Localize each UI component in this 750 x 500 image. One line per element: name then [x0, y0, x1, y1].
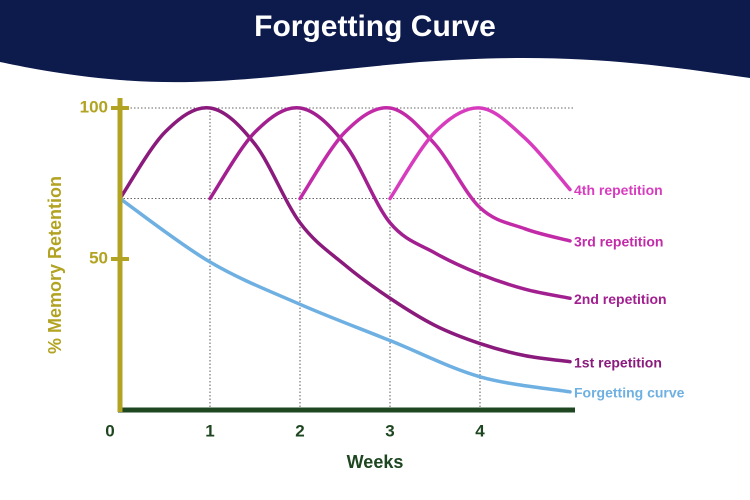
x-axis-title: Weeks	[347, 452, 404, 472]
header-band	[0, 0, 750, 83]
series-label: 4th repetition	[574, 182, 663, 198]
x-tick-label: 2	[295, 421, 304, 440]
line-series	[208, 106, 572, 301]
plot-area: 0 1 2 3 4 Forgetting curve 1st repetition 2nd r…	[80, 97, 685, 440]
line-series	[388, 106, 572, 201]
line-series	[118, 196, 572, 394]
line-series	[118, 106, 572, 364]
y-tick-label: 100	[80, 97, 108, 116]
series-label: 2nd repetition	[574, 291, 667, 307]
x-tick-label: 3	[385, 421, 394, 440]
series-label: 3rd repetition	[574, 234, 663, 250]
x-tick-label: 4	[475, 421, 485, 440]
series-label: Forgetting curve	[574, 385, 685, 401]
chart-title: Forgetting Curve	[254, 10, 496, 43]
series-label: 1st repetition	[574, 354, 662, 370]
x-tick-label: 1	[205, 421, 214, 440]
line-series	[298, 106, 572, 243]
y-tick-label: 50	[89, 248, 108, 267]
y-axis-title: % Memory Retention	[45, 176, 65, 354]
x-tick-label: 0	[105, 421, 114, 440]
